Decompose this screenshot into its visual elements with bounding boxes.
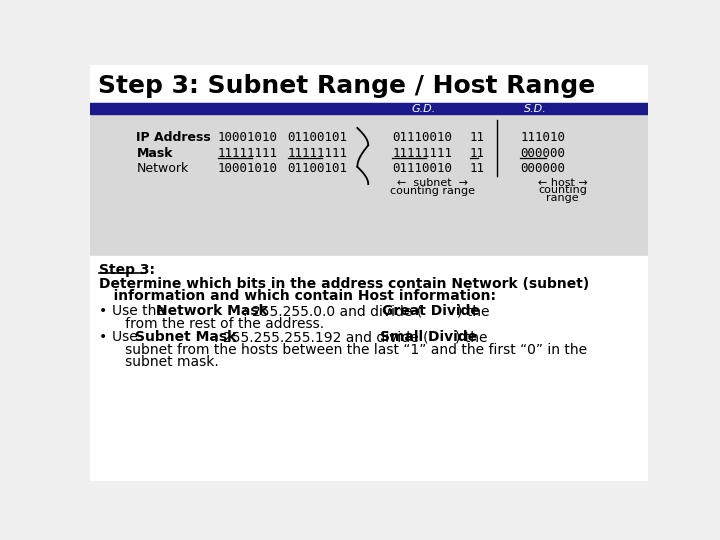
- Text: 10001010: 10001010: [218, 162, 278, 176]
- Text: information and which contain Host information:: information and which contain Host infor…: [99, 289, 496, 303]
- Text: subnet mask.: subnet mask.: [112, 355, 218, 369]
- Text: ←  subnet  →: ← subnet →: [397, 178, 468, 187]
- Text: counting: counting: [539, 185, 588, 195]
- Text: 11: 11: [469, 147, 485, 160]
- Text: 01110010: 01110010: [392, 131, 452, 144]
- Text: 11: 11: [469, 162, 485, 176]
- Text: : 255.255.0.0 and divide (: : 255.255.0.0 and divide (: [243, 304, 422, 318]
- Text: 11111111: 11111111: [218, 147, 278, 160]
- Text: 01100101: 01100101: [287, 162, 348, 176]
- Text: Small Divide: Small Divide: [379, 330, 477, 345]
- Text: Use: Use: [112, 330, 142, 345]
- Text: 11111111: 11111111: [287, 147, 348, 160]
- Text: Network: Network: [137, 162, 189, 176]
- Text: S.D.: S.D.: [524, 104, 547, 114]
- Text: counting range: counting range: [390, 186, 475, 196]
- Text: •: •: [99, 304, 107, 318]
- Text: from the rest of the address.: from the rest of the address.: [112, 316, 324, 330]
- Text: 000000: 000000: [520, 147, 565, 160]
- Text: 01110010: 01110010: [392, 162, 452, 176]
- Text: Mask: Mask: [137, 147, 173, 160]
- Text: Determine which bits in the address contain Network (subnet): Determine which bits in the address cont…: [99, 276, 590, 291]
- Bar: [90, 103, 648, 114]
- Text: 11111111: 11111111: [392, 147, 452, 160]
- Text: 111010: 111010: [520, 131, 565, 144]
- Text: Great Divide: Great Divide: [382, 304, 480, 318]
- Text: ) the: ) the: [457, 304, 490, 318]
- Bar: [90, 65, 648, 103]
- Text: G.D.: G.D.: [411, 104, 436, 114]
- Text: : 255.255.255.192 and divide (: : 255.255.255.192 and divide (: [214, 330, 428, 345]
- Text: ) the: ) the: [455, 330, 487, 345]
- Text: Network Mask: Network Mask: [156, 304, 268, 318]
- Text: Use the: Use the: [112, 304, 169, 318]
- Bar: [90, 256, 648, 481]
- Text: 01100101: 01100101: [287, 131, 348, 144]
- Text: ← host →: ← host →: [538, 178, 588, 187]
- Text: •: •: [99, 330, 107, 345]
- Text: IP Address: IP Address: [137, 131, 211, 144]
- Text: subnet from the hosts between the last “1” and the first “0” in the: subnet from the hosts between the last “…: [112, 343, 587, 357]
- Text: 10001010: 10001010: [218, 131, 278, 144]
- Bar: [90, 103, 648, 257]
- Text: 11: 11: [469, 131, 485, 144]
- Text: Step 3: Subnet Range / Host Range: Step 3: Subnet Range / Host Range: [98, 73, 595, 98]
- Text: range: range: [546, 193, 579, 203]
- Text: Step 3:: Step 3:: [99, 264, 156, 278]
- Text: 000000: 000000: [520, 162, 565, 176]
- Text: Subnet Mask: Subnet Mask: [135, 330, 236, 345]
